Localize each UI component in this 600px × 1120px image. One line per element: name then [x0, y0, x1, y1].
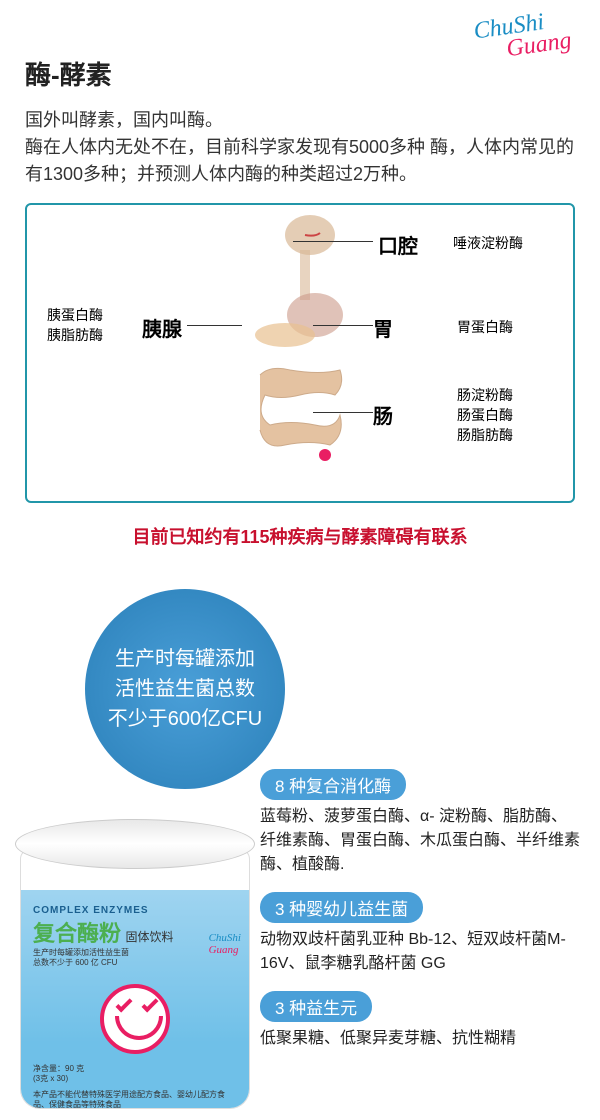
can-brand: ChuShiGuang	[209, 932, 241, 956]
label-stomach: 胃	[373, 313, 393, 342]
benefit-text-1: 蓝莓粉、菠萝蛋白酶、α- 淀粉酶、脂肪酶、纤维素酶、胃蛋白酶、木瓜蛋白酶、半纤维…	[260, 805, 580, 877]
benefits-list: 8 种复合消化酶 蓝莓粉、菠萝蛋白酶、α- 淀粉酶、脂肪酶、纤维素酶、胃蛋白酶、…	[260, 769, 580, 1066]
label-mouth: 口腔	[378, 230, 418, 259]
can-disclaimer: 本产品不能代替特殊医学用途配方食品、婴幼儿配方食品、保健食品等特殊食品	[33, 1090, 237, 1109]
digestive-system-icon	[230, 215, 370, 475]
can-label: ChuShiGuang COMPLEX ENZYMES 复合酶粉 固体饮料 生产…	[21, 890, 249, 1108]
benefit-title-2: 3 种婴幼儿益生菌	[260, 892, 423, 923]
cfu-line3: 不少于600亿CFU	[108, 704, 262, 734]
can-subtitle: 固体饮料	[125, 930, 173, 944]
label-mouth-enzyme: 唾液淀粉酶	[453, 233, 523, 253]
can-lid	[15, 819, 255, 869]
warning-text: 目前已知约有115种疾病与酵素障碍有联系	[0, 503, 600, 569]
cfu-line1: 生产时每罐添加	[115, 644, 255, 674]
label-pancreas-enzymes: 胰蛋白酶 胰脂肪酶	[47, 305, 103, 345]
can-small-text: 生产时每罐添加活性益生菌 总数不少于 600 亿 CFU	[33, 948, 237, 969]
digestive-diagram: 口腔 唾液淀粉酶 胃 胃蛋白酶 肠 肠淀粉酶 肠蛋白酶 肠脂肪酶 胰腺 胰蛋白酶…	[25, 203, 575, 503]
label-intestine: 肠	[373, 400, 393, 429]
label-pancreas: 胰腺	[142, 313, 182, 342]
cfu-line2: 活性益生菌总数	[115, 674, 255, 704]
intro-text: 国外叫酵素，国内叫酶。 酶在人体内无处不在，目前科学家发现有5000多种 酶，人…	[0, 107, 600, 203]
label-intestine-enzymes: 肠淀粉酶 肠蛋白酶 肠脂肪酶	[457, 385, 513, 445]
label-stomach-enzyme: 胃蛋白酶	[457, 317, 513, 337]
benefit-text-2: 动物双歧杆菌乳亚种 Bb-12、短双歧杆菌M-16V、鼠李糖乳酪杆菌 GG	[260, 928, 580, 976]
benefit-title-1: 8 种复合消化酶	[260, 769, 406, 800]
product-section: 生产时每罐添加 活性益生菌总数 不少于600亿CFU ChuShiGuang C…	[0, 589, 600, 1119]
can-body: ChuShiGuang COMPLEX ENZYMES 复合酶粉 固体饮料 生产…	[20, 849, 250, 1109]
cfu-badge: 生产时每罐添加 活性益生菌总数 不少于600亿CFU	[85, 589, 285, 789]
benefit-title-3: 3 种益生元	[260, 991, 372, 1022]
intro-p2: 酶在人体内无处不在，目前科学家发现有5000多种 酶，人体内常见的有1300多种…	[25, 134, 575, 188]
product-can: ChuShiGuang COMPLEX ENZYMES 复合酶粉 固体饮料 生产…	[15, 819, 255, 1119]
can-english-name: COMPLEX ENZYMES	[33, 905, 237, 916]
benefit-text-3: 低聚果糖、低聚异麦芽糖、抗性糊精	[260, 1027, 580, 1051]
can-chinese-name: 复合酶粉	[33, 921, 121, 946]
can-weight: 净含量：90 克 (3克 x 30)	[33, 1064, 237, 1085]
intro-p1: 国外叫酵素，国内叫酶。	[25, 107, 575, 134]
smile-icon	[100, 984, 170, 1054]
